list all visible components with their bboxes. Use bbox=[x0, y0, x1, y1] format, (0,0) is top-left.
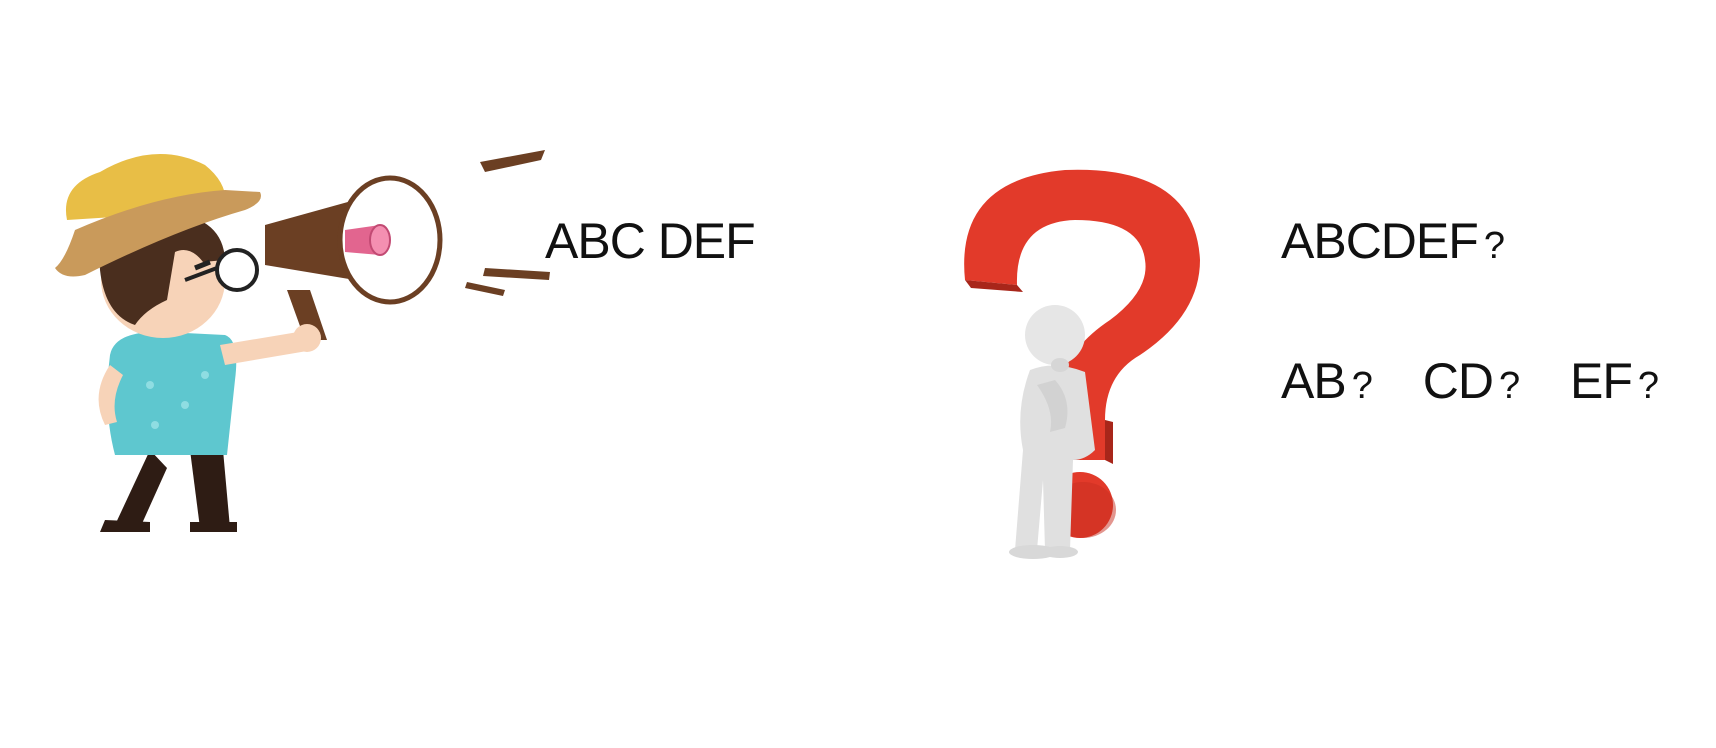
fragment-mark: ? bbox=[1351, 365, 1373, 407]
fragment-cd: CD? bbox=[1422, 353, 1520, 409]
question-text: ABCDEF? bbox=[1281, 213, 1505, 269]
fragment-text: CD bbox=[1422, 353, 1494, 409]
fragment-mark: ? bbox=[1637, 365, 1659, 407]
fragment-mark: ? bbox=[1498, 365, 1520, 407]
question-main: ABCDEF bbox=[1281, 213, 1479, 269]
fragment-ef: EF? bbox=[1570, 353, 1659, 409]
question-fragments: AB? CD? EF? bbox=[1281, 353, 1659, 409]
question-mark: ? bbox=[1483, 225, 1505, 267]
person-shouting-megaphone-icon bbox=[55, 150, 550, 532]
announcement-text: ABC DEF bbox=[545, 213, 756, 269]
fragment-text: EF bbox=[1570, 353, 1633, 409]
fragment-ab: AB? bbox=[1281, 353, 1373, 409]
fragment-text: AB bbox=[1281, 353, 1347, 409]
thinking-person-question-mark-icon bbox=[964, 169, 1200, 559]
